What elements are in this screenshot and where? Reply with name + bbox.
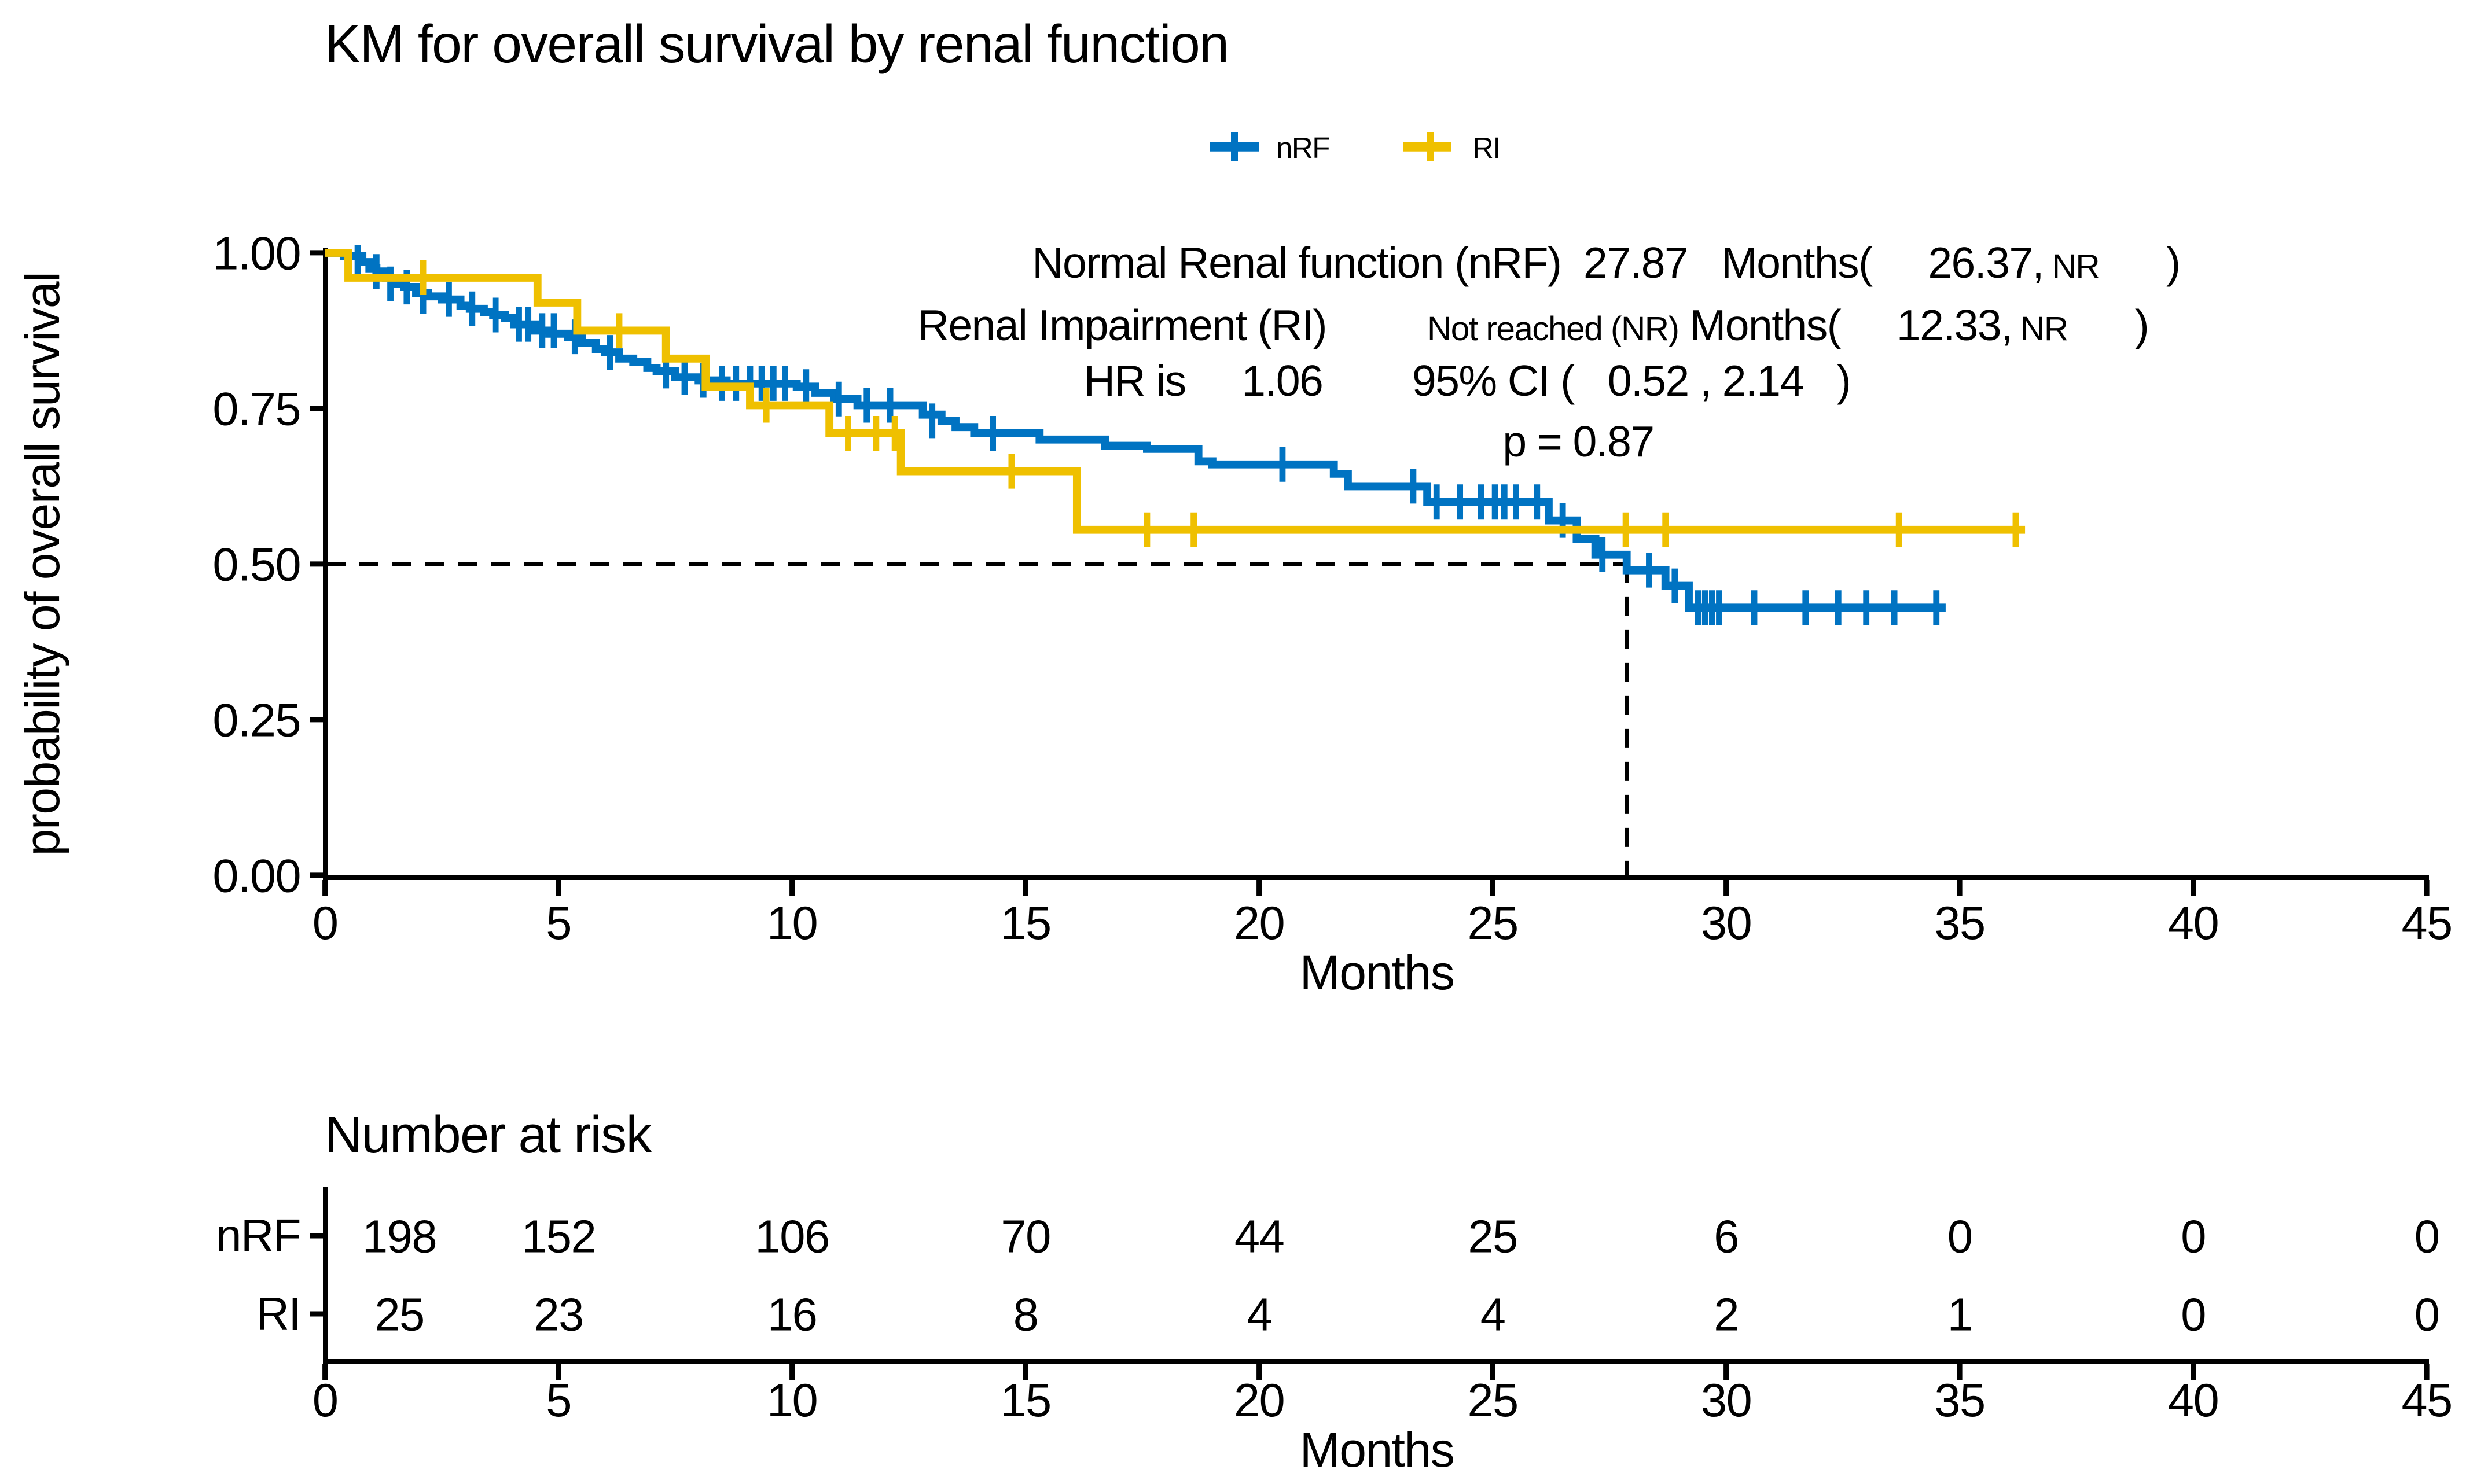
y-tick-label: 0.75: [212, 383, 300, 435]
annotation-segment: NR: [2012, 310, 2067, 348]
x-tick-label: 15: [1001, 897, 1051, 949]
legend-label: RI: [1472, 131, 1500, 164]
km-curve-nRF: [325, 249, 1946, 612]
y-axis-title: probability of overall survival: [15, 273, 69, 856]
risk-x-axis-title: Months: [1300, 1423, 1454, 1477]
risk-table-x-axis: 0 5 10 15 20 25 30 35 40 45: [313, 1359, 2453, 1427]
annotation-segment: NR: [2044, 248, 2099, 285]
plot-area: probability of overall survival 0.00 0.25…: [15, 227, 2453, 1000]
y-axis: 0.00 0.25 0.50 0.75 1.00: [212, 227, 328, 902]
risk-x-tick-label: 10: [767, 1375, 817, 1427]
risk-value: 1: [1947, 1289, 1972, 1341]
risk-value: 198: [362, 1211, 436, 1262]
annotation-segment: HR is 1.06 95% CI ( 0.52 , 2.14 ): [1084, 356, 1850, 405]
x-tick-label: 5: [546, 897, 571, 949]
censor-marks-RI: [420, 260, 2019, 547]
annotation-segment: Renal Impairment (RI): [918, 301, 1427, 349]
risk-value: 0: [2415, 1211, 2439, 1262]
annotation-line-3: HR is 1.06 95% CI ( 0.52 , 2.14 ): [1084, 356, 1850, 405]
risk-table-rows: nRF 198 152 106 70 44 25 6 0 0 0RI 25 23 16 8 4 4 2 1 0 0: [216, 1210, 2440, 1341]
risk-value: 0: [2415, 1289, 2439, 1341]
risk-row-RI: RI 25 23 16 8 4 4 2 1 0 0: [256, 1288, 2440, 1341]
legend-label: nRF: [1276, 131, 1329, 164]
risk-x-tick-label: 25: [1468, 1375, 1518, 1427]
risk-value: 44: [1234, 1211, 1284, 1262]
y-tick-label: 0.00: [212, 850, 300, 902]
risk-row-label: nRF: [216, 1210, 300, 1261]
km-curve-RI: [325, 249, 2026, 534]
risk-table-title: Number at risk: [325, 1106, 653, 1164]
annotation-line-4: p = 0.87: [1502, 417, 1653, 466]
annotation-segment: Months( 12.33,: [1678, 301, 2012, 349]
risk-table: Number at risk nRF 198 152 106 70 44 25 6 0 0 0RI 2…: [216, 1106, 2453, 1477]
risk-x-tick-label: 40: [2168, 1375, 2218, 1427]
risk-value: 0: [2181, 1289, 2206, 1341]
stats-annotations: Normal Renal function (nRF) 27.87 Months…: [918, 238, 2181, 466]
legend-item-RI: RI: [1403, 131, 1501, 164]
risk-table-axis: [310, 1187, 328, 1366]
x-tick-label: 40: [2168, 897, 2218, 949]
x-tick-label: 30: [1701, 897, 1751, 949]
x-tick-label: 0: [313, 897, 338, 949]
risk-value: 6: [1714, 1211, 1739, 1262]
risk-value: 70: [1001, 1211, 1050, 1262]
risk-value: 25: [374, 1289, 424, 1341]
risk-x-tick-label: 0: [313, 1375, 338, 1427]
risk-value: 8: [1013, 1289, 1038, 1341]
x-tick-label: 25: [1468, 897, 1518, 949]
x-axis-title: Months: [1300, 945, 1454, 1000]
risk-value: 23: [534, 1289, 583, 1341]
annotation-line-2: Renal Impairment (RI) Not reached (NR) M…: [918, 301, 2148, 349]
y-tick-label: 0.25: [212, 694, 300, 746]
legend-item-nRF: nRF: [1210, 131, 1331, 164]
risk-value: 0: [2181, 1211, 2206, 1262]
annotation-line-1: Normal Renal function (nRF) 27.87 Months…: [1032, 238, 2180, 287]
annotation-segment: ): [2099, 238, 2180, 287]
risk-value: 4: [1247, 1289, 1271, 1341]
annotation-segment: Not reached (NR): [1427, 310, 1678, 348]
risk-x-tick-label: 30: [1701, 1375, 1751, 1427]
risk-value: 106: [755, 1211, 829, 1262]
risk-value: 2: [1714, 1289, 1739, 1341]
risk-value: 4: [1480, 1289, 1505, 1341]
risk-row-nRF: nRF 198 152 106 70 44 25 6 0 0 0: [216, 1210, 2440, 1262]
x-tick-label: 35: [1935, 897, 1985, 949]
y-tick-label: 0.50: [212, 539, 300, 591]
x-tick-label: 10: [767, 897, 817, 949]
legend: nRF RI: [1210, 131, 1501, 164]
x-tick-label: 20: [1234, 897, 1284, 949]
risk-row-label: RI: [256, 1288, 301, 1339]
y-tick-label: 1.00: [212, 227, 300, 279]
x-tick-label: 45: [2402, 897, 2452, 949]
risk-x-tick-label: 35: [1935, 1375, 1985, 1427]
chart-title: KM for overall survival by renal functio…: [325, 14, 1229, 74]
km-curves: [325, 245, 2026, 625]
risk-x-tick-label: 5: [546, 1375, 571, 1427]
risk-value: 16: [767, 1289, 817, 1341]
risk-value: 152: [521, 1211, 596, 1262]
risk-x-tick-label: 15: [1001, 1375, 1051, 1427]
annotation-segment: Normal Renal function (nRF) 27.87 Months…: [1032, 238, 2043, 287]
risk-value: 0: [1947, 1211, 1972, 1262]
median-guide-lines: [326, 562, 1629, 877]
risk-x-tick-label: 45: [2402, 1375, 2452, 1427]
risk-value: 25: [1468, 1211, 1517, 1262]
risk-x-tick-label: 20: [1234, 1375, 1284, 1427]
annotation-segment: ): [2068, 301, 2149, 349]
x-axis: 0 5 10 15 20 25 30 35 40 45: [313, 875, 2453, 949]
annotation-segment: p = 0.87: [1502, 417, 1653, 466]
